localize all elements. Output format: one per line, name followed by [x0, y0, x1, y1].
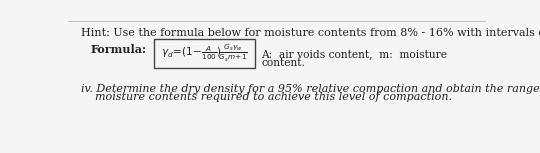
Text: moisture contents required to achieve this level of compaction.: moisture contents required to achieve th… [82, 92, 453, 102]
Text: $\gamma_d\!=\!(1\!-\!\frac{A}{100})\!\frac{G_s\gamma_w}{G_s m\!+\!1}$: $\gamma_d\!=\!(1\!-\!\frac{A}{100})\!\fr… [161, 42, 248, 63]
Text: A:  air voids content,  m:  moisture: A: air voids content, m: moisture [261, 49, 447, 59]
Text: iv. Determine the dry density for a 95% relative compaction and obtain the range: iv. Determine the dry density for a 95% … [82, 84, 540, 94]
Text: content.: content. [261, 58, 305, 68]
Bar [154, 39, 255, 68]
Text: Hint: Use the formula below for moisture contents from 8% - 16% with intervals o: Hint: Use the formula below for moisture… [82, 28, 540, 38]
Text: Formula:: Formula: [91, 44, 147, 55]
